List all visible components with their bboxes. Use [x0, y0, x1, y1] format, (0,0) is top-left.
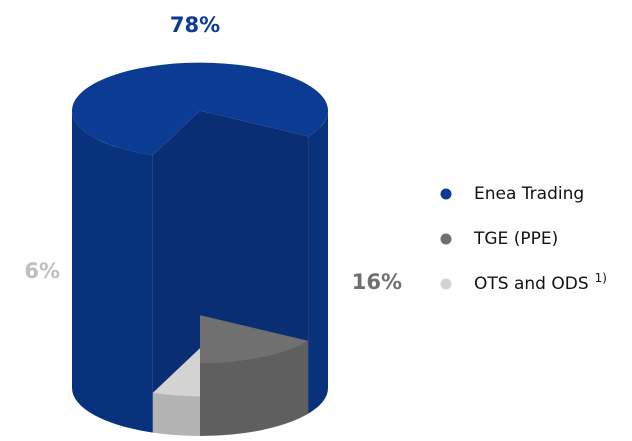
- legend-note: 1): [595, 271, 607, 285]
- legend-marker: [440, 233, 452, 245]
- value-label: 6%: [24, 259, 60, 283]
- slice-side: [152, 392, 200, 436]
- slice-side: [200, 340, 309, 436]
- value-label: 78%: [170, 13, 220, 37]
- slice: [152, 348, 200, 436]
- slice-top: [152, 348, 200, 397]
- legend-text: OTS and ODS: [474, 274, 589, 294]
- value-label: 16%: [352, 270, 402, 294]
- slice: [200, 315, 309, 436]
- legend-text: Enea Trading: [474, 184, 584, 204]
- slice-top: [71, 62, 329, 156]
- legend-marker: [440, 278, 452, 290]
- slice-side: [72, 110, 153, 433]
- legend-marker: [440, 188, 452, 200]
- slice-side: [308, 110, 328, 414]
- slice-wall: [152, 110, 200, 433]
- legend-label: Enea Trading: [474, 184, 584, 204]
- legend-text: TGE (PPE): [473, 229, 558, 249]
- legend-label: TGE (PPE): [473, 229, 558, 249]
- legend-label: OTS and ODS 1): [474, 271, 607, 295]
- slice-top: [200, 315, 309, 364]
